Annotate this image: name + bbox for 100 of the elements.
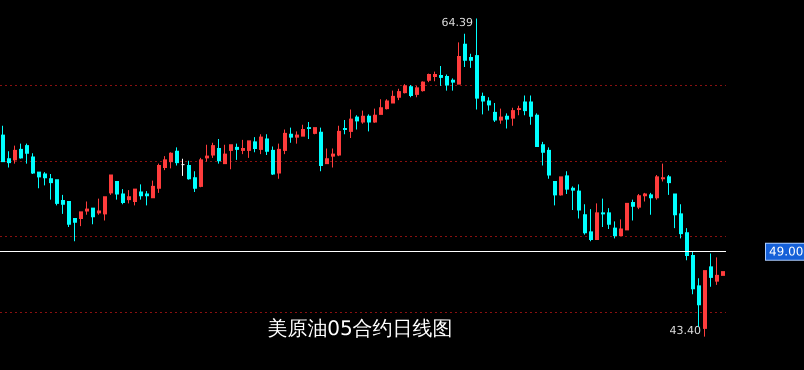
candlestick: [373, 108, 377, 124]
candlestick: [565, 170, 569, 194]
candlestick: [583, 204, 587, 236]
candlestick: [301, 124, 305, 137]
candlestick: [319, 127, 323, 172]
candlestick: [613, 220, 617, 239]
candlestick: [25, 143, 29, 164]
candlestick: [577, 184, 581, 220]
candlestick: [283, 129, 287, 155]
candlestick: [427, 73, 431, 83]
candlestick: [313, 127, 317, 135]
candlestick: [217, 138, 221, 164]
candlestick: [181, 158, 185, 176]
candlestick: [709, 253, 713, 288]
candlestick: [139, 184, 143, 200]
candlestick: [685, 228, 689, 261]
candlestick: [235, 143, 239, 160]
candlestick: [85, 201, 89, 216]
ref-line-label: 49.00: [769, 244, 804, 259]
candlestick: [457, 42, 461, 85]
candlestick: [487, 96, 491, 112]
candlestick: [409, 84, 413, 98]
candlestick: [391, 90, 395, 104]
candlestick: [205, 144, 209, 162]
candlestick: [61, 194, 65, 214]
candlestick: [121, 188, 125, 205]
candlestick: [79, 211, 83, 227]
candlestick: [697, 278, 701, 328]
candlestick: [667, 174, 671, 196]
candlestick: [97, 198, 101, 216]
candlestick: [67, 201, 71, 228]
candlestick: [229, 144, 233, 170]
candlestick: [127, 190, 131, 204]
candlestick: [523, 94, 527, 116]
candlestick: [625, 202, 629, 230]
candlestick: [559, 176, 563, 196]
candlestick: [655, 174, 659, 200]
candlestick: [361, 110, 365, 124]
candlestick: [109, 174, 113, 196]
candlestick: [511, 107, 515, 126]
candlestick: [481, 92, 485, 115]
candlestick: [175, 146, 179, 166]
annotation: 43.40: [670, 324, 701, 338]
candlestick: [415, 85, 419, 98]
candlestick: [265, 134, 269, 156]
candlestick: [49, 173, 53, 200]
candlestick: [199, 157, 203, 188]
candlestick: [421, 80, 425, 92]
candlestick: [43, 172, 47, 186]
candlestick: [619, 218, 623, 236]
candlestick: [445, 74, 449, 92]
candlestick: [169, 152, 173, 169]
candlestick: [145, 190, 149, 206]
candlestick: [505, 112, 509, 129]
candlestick: [331, 148, 335, 168]
candlestick: [13, 145, 17, 164]
candlestick: [253, 136, 257, 153]
candlestick: [133, 188, 137, 206]
candlestick: [595, 202, 599, 240]
candlestick: [193, 170, 197, 192]
candlestick: [673, 193, 677, 229]
candlestick: [451, 78, 455, 92]
candlestick: [433, 71, 437, 82]
candlestick: [7, 150, 11, 168]
candlestick: [259, 134, 263, 155]
candlestick: [385, 98, 389, 110]
candlestick: [295, 130, 299, 144]
candlestick: [703, 270, 707, 338]
candlestick: [115, 181, 119, 200]
candlestick: [271, 146, 275, 176]
candlestick: [475, 18, 479, 110]
candlestick: [343, 120, 347, 135]
candlestick: [547, 146, 551, 180]
candlestick: [397, 88, 401, 101]
candlestick: [247, 140, 251, 158]
candlestick: [151, 180, 155, 198]
candlestick: [1, 125, 5, 162]
candlestick: [463, 33, 467, 68]
candlestick: [277, 143, 281, 180]
candlestick: [187, 160, 191, 180]
candlestick: [721, 271, 725, 276]
candlestick: [517, 105, 521, 116]
candlestick: [157, 163, 161, 194]
candlestick: [91, 208, 95, 225]
candlestick: [553, 181, 557, 206]
candlestick: [493, 102, 497, 122]
candlestick: [103, 196, 107, 221]
candlestick: [37, 172, 41, 189]
candlestick: [355, 114, 359, 130]
candlestick: [499, 108, 503, 124]
candlestick: [403, 84, 407, 94]
candlestick: [529, 94, 533, 126]
candlestick: [223, 144, 227, 164]
candlestick: [631, 199, 635, 221]
candlestick: [289, 127, 293, 144]
candlestick: [589, 208, 593, 242]
candlestick: [661, 163, 665, 182]
candlestick: [607, 208, 611, 230]
candlestick: [337, 125, 341, 157]
candlestick: [73, 218, 77, 242]
